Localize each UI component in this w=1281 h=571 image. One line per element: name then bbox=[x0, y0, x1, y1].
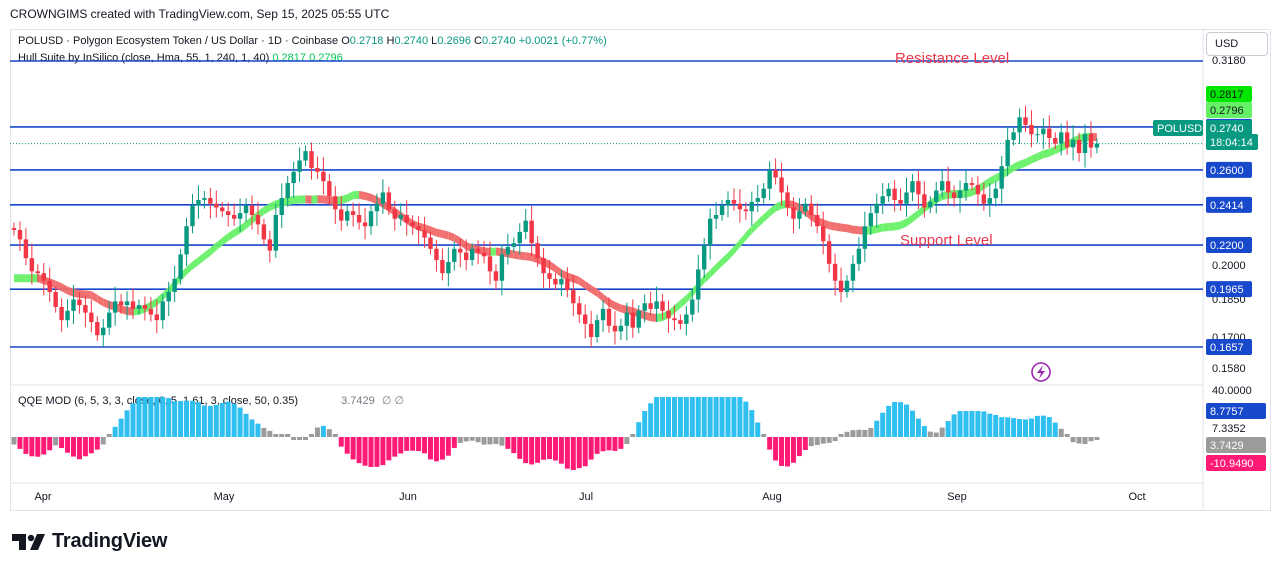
hull-title: Hull Suite by InSilico (close, Hma, 55, … bbox=[18, 52, 270, 64]
hull-value-2: 0.2796 bbox=[309, 52, 343, 64]
ohlc-open: O0.2718 bbox=[341, 35, 384, 47]
ohlc-close: C0.2740 bbox=[474, 35, 516, 47]
tradingview-logo[interactable]: TradingView bbox=[12, 530, 167, 553]
price-change: +0.0021 (+0.77%) bbox=[518, 35, 607, 47]
tradingview-logo-icon bbox=[12, 533, 45, 550]
symbol-legend[interactable]: POLUSD · Polygon Ecosystem Token / US Do… bbox=[18, 35, 607, 47]
qqe-legend[interactable]: QQE MOD (6, 5, 3, 3, close, 6, 5, 1.61, … bbox=[18, 394, 404, 407]
symbol-title: POLUSD · Polygon Ecosystem Token / US Do… bbox=[18, 35, 339, 47]
currency-selector[interactable]: USD bbox=[1206, 32, 1268, 56]
ohlc-high: H0.2740 bbox=[386, 35, 429, 47]
hull-value-1: 0.2817 bbox=[272, 52, 307, 64]
hull-legend[interactable]: Hull Suite by InSilico (close, Hma, 55, … bbox=[18, 52, 343, 64]
chart-caption: CROWNGIMS created with TradingView.com, … bbox=[10, 7, 390, 21]
qqe-value: 3.7429 bbox=[341, 395, 375, 407]
ohlc-low: L0.2696 bbox=[431, 35, 471, 47]
chart-frame bbox=[10, 29, 1271, 511]
qqe-title: QQE MOD (6, 5, 3, 3, close, 6, 5, 1.61, … bbox=[18, 395, 299, 407]
tradingview-brand: TradingView bbox=[52, 530, 168, 552]
qqe-na-icons: ∅ ∅ bbox=[381, 395, 405, 407]
